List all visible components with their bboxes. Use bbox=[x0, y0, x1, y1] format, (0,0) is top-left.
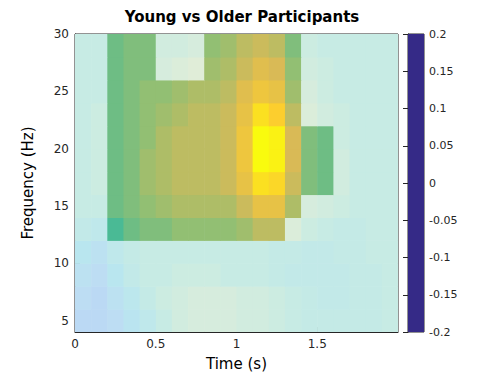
svg-text:20: 20 bbox=[54, 142, 69, 156]
svg-text:0.2: 0.2 bbox=[429, 28, 447, 41]
svg-text:Young vs Older Participants: Young vs Older Participants bbox=[124, 8, 360, 26]
svg-text:15: 15 bbox=[54, 199, 69, 213]
svg-text:0.05: 0.05 bbox=[429, 139, 454, 152]
svg-text:0.5: 0.5 bbox=[146, 337, 165, 351]
svg-text:-0.15: -0.15 bbox=[429, 288, 457, 301]
svg-text:10: 10 bbox=[54, 256, 69, 270]
svg-text:-0.05: -0.05 bbox=[429, 214, 457, 227]
svg-text:0: 0 bbox=[429, 177, 436, 190]
svg-text:0: 0 bbox=[71, 337, 79, 351]
svg-text:Time (s): Time (s) bbox=[205, 355, 267, 373]
svg-text:30: 30 bbox=[54, 27, 69, 41]
svg-text:-0.2: -0.2 bbox=[429, 326, 450, 339]
svg-text:25: 25 bbox=[54, 84, 69, 98]
svg-text:Frequency (Hz): Frequency (Hz) bbox=[19, 126, 37, 239]
svg-text:0.15: 0.15 bbox=[429, 65, 454, 78]
svg-text:0.1: 0.1 bbox=[429, 102, 447, 115]
svg-text:1.5: 1.5 bbox=[308, 337, 327, 351]
svg-text:5: 5 bbox=[61, 314, 69, 328]
svg-text:1: 1 bbox=[233, 337, 241, 351]
svg-text:-0.1: -0.1 bbox=[429, 251, 450, 264]
